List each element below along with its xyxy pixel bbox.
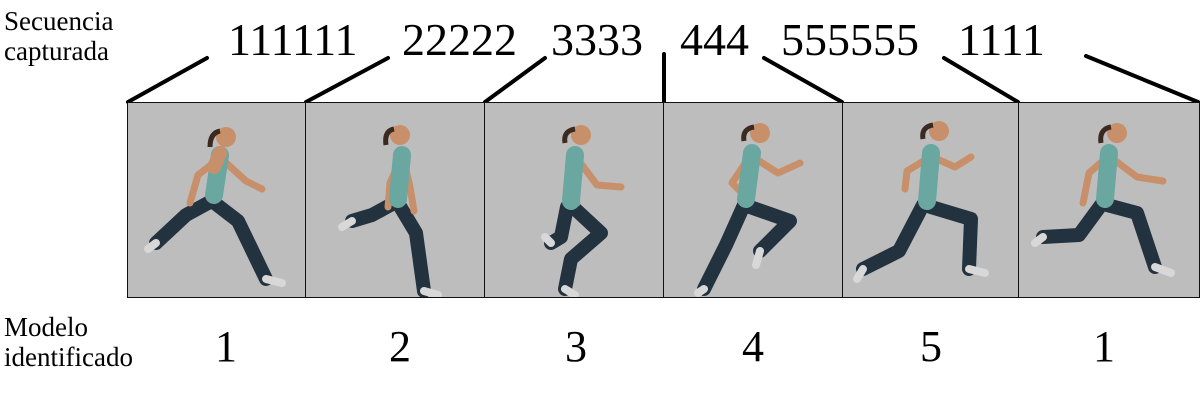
- frame-6: [1018, 102, 1200, 298]
- model-number-3: 3: [565, 322, 587, 371]
- frame-4: [663, 102, 844, 298]
- frame-5: [842, 102, 1020, 298]
- sequence-group-5: 555555: [781, 14, 919, 65]
- frame-1: [127, 102, 307, 298]
- runner-pose-5: [853, 121, 989, 283]
- captured-sequence-label: Secuencia capturada: [4, 6, 113, 66]
- model-number-1: 1: [215, 322, 237, 371]
- runner-pose-3: [541, 125, 625, 297]
- sequence-group-1: 111111: [228, 14, 358, 65]
- connector-line-1: [126, 56, 209, 104]
- runner-pose-4: [694, 123, 804, 297]
- model-number-6: 1: [1093, 322, 1115, 371]
- model-number-5: 5: [920, 322, 942, 371]
- sequence-group-2: 22222: [402, 14, 517, 65]
- captured-sequence-label-line1: Secuencia: [4, 6, 114, 36]
- model-number-4: 4: [742, 322, 764, 371]
- connector-line-5: [762, 56, 844, 104]
- sequence-group-4: 444: [680, 14, 749, 65]
- connector-line-2: [304, 56, 390, 104]
- identified-model-label-line2: identificado: [4, 342, 133, 372]
- connector-line-6: [942, 56, 1020, 104]
- runner-pose-2: [338, 125, 442, 297]
- frame-3: [484, 102, 665, 298]
- runner-pose-1-repeat: [1031, 123, 1175, 277]
- connector-line-7: [1084, 54, 1200, 104]
- frame-2: [305, 102, 486, 298]
- model-number-2: 2: [389, 322, 411, 371]
- identified-model-label-line1: Modelo: [4, 312, 88, 342]
- identified-model-label: Modelo identificado: [4, 312, 133, 372]
- sequence-group-6: 1111: [958, 14, 1045, 65]
- captured-sequence-label-line2: capturada: [4, 36, 109, 66]
- runner-pose-1: [144, 127, 286, 287]
- connector-line-3: [483, 56, 547, 104]
- sequence-group-3: 3333: [551, 14, 643, 65]
